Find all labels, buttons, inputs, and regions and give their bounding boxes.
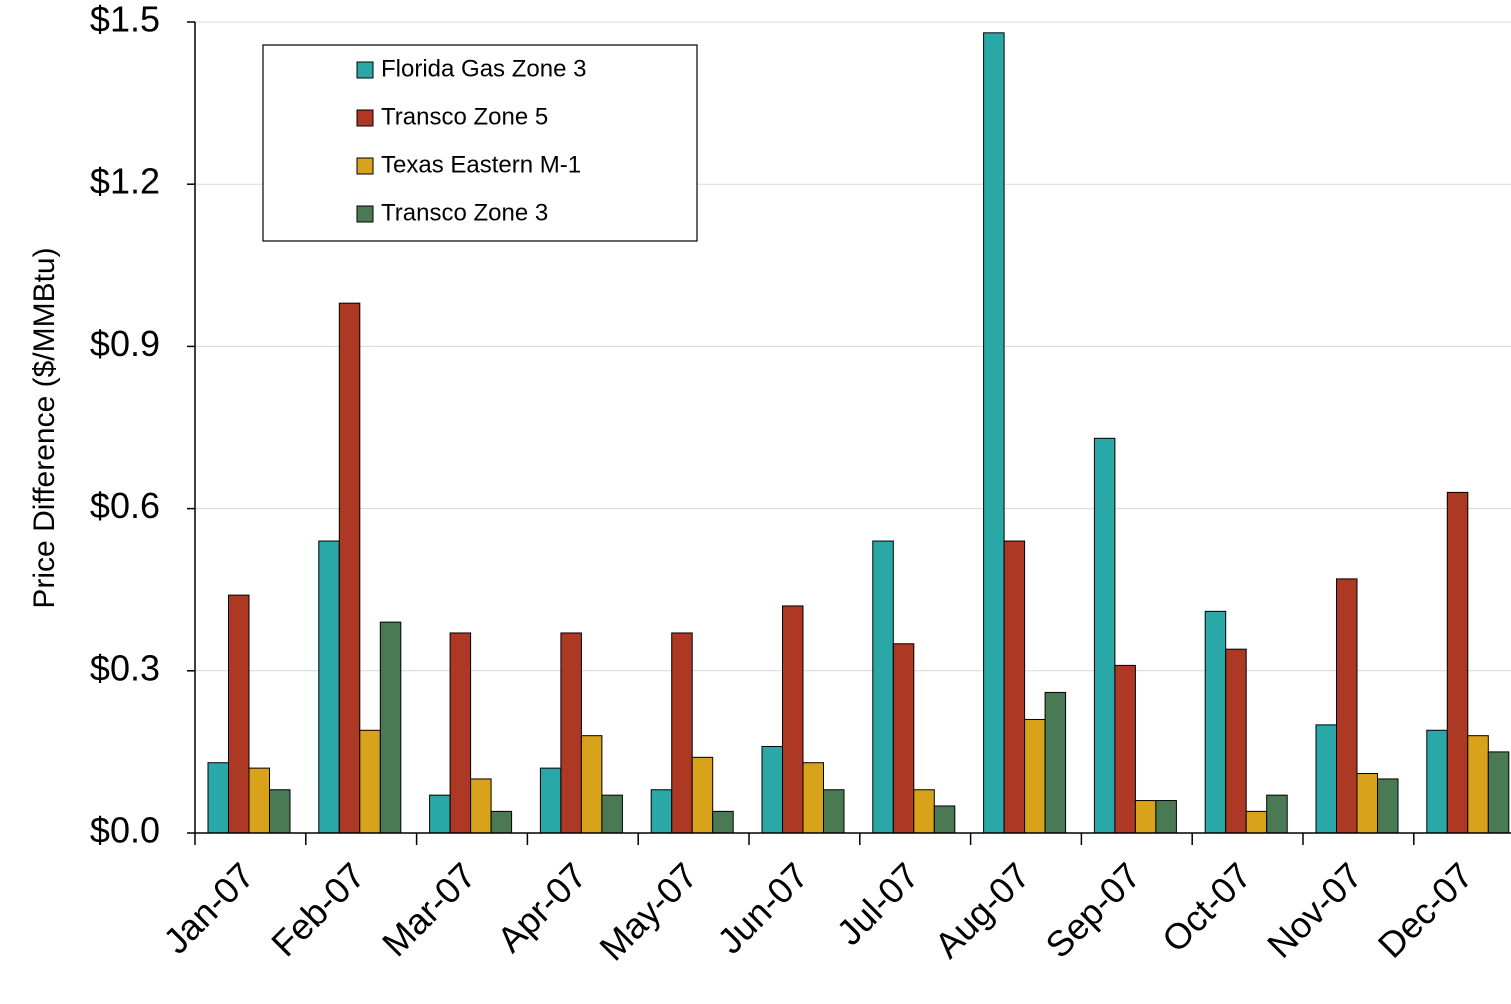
- bar-transco-zone-3-jun-07: [823, 789, 845, 834]
- y-tick-label: $0.6: [90, 485, 160, 526]
- bar-transco-zone-5-sep-07: [1114, 664, 1136, 834]
- x-tick-label: Sep-07: [1037, 855, 1148, 966]
- bar-florida-gas-zone-3-apr-07: [539, 767, 562, 834]
- bar-florida-gas-zone-3-may-07: [650, 789, 673, 834]
- bar-transco-zone-3-apr-07: [601, 794, 623, 834]
- bar-transco-zone-5-feb-07: [338, 302, 361, 834]
- bar-florida-gas-zone-3-jun-07: [761, 745, 783, 834]
- bar-texas-eastern-m-1-dec-07: [1467, 735, 1489, 834]
- y-tick-label: $1.2: [90, 161, 160, 202]
- bar-transco-zone-5-apr-07: [560, 632, 582, 834]
- bar-florida-gas-zone-3-aug-07: [983, 32, 1005, 834]
- bar-texas-eastern-m-1-sep-07: [1134, 800, 1157, 834]
- bar-florida-gas-zone-3-jul-07: [872, 540, 894, 834]
- bar-texas-eastern-m-1-jul-07: [913, 789, 935, 834]
- bar-transco-zone-5-mar-07: [449, 632, 472, 834]
- bar-florida-gas-zone-3-nov-07: [1315, 724, 1337, 834]
- bar-transco-zone-3-mar-07: [490, 810, 513, 834]
- bar-texas-eastern-m-1-apr-07: [580, 735, 603, 834]
- x-tick-label: Jun-07: [709, 855, 816, 962]
- bar-texas-eastern-m-1-oct-07: [1245, 810, 1268, 834]
- legend-swatch: [356, 157, 374, 175]
- legend-swatch: [356, 109, 374, 127]
- bar-transco-zone-3-jan-07: [269, 789, 291, 834]
- bar-florida-gas-zone-3-jan-07: [207, 762, 229, 834]
- bar-texas-eastern-m-1-nov-07: [1356, 773, 1378, 834]
- bar-transco-zone-3-oct-07: [1266, 794, 1288, 834]
- bar-florida-gas-zone-3-dec-07: [1426, 729, 1448, 834]
- bar-transco-zone-5-jan-07: [228, 594, 250, 834]
- axes: [187, 21, 1511, 845]
- y-tick-label: $0.9: [90, 323, 160, 364]
- x-tick-label: Apr-07: [489, 855, 594, 960]
- x-tick-label: Oct-07: [1154, 855, 1259, 960]
- x-tick-label: Jul-07: [829, 855, 927, 953]
- bar-transco-zone-5-dec-07: [1446, 491, 1469, 834]
- bar-texas-eastern-m-1-jun-07: [802, 762, 824, 834]
- bar-transco-zone-3-feb-07: [379, 621, 402, 834]
- bar-texas-eastern-m-1-aug-07: [1024, 718, 1046, 834]
- bar-transco-zone-3-may-07: [712, 810, 734, 834]
- bar-florida-gas-zone-3-feb-07: [318, 540, 340, 834]
- legend-label: Transco Zone 5: [381, 103, 548, 130]
- bar-transco-zone-5-jun-07: [782, 605, 804, 834]
- legend-label: Texas Eastern M-1: [381, 151, 581, 178]
- bar-transco-zone-5-jul-07: [892, 643, 915, 834]
- legend-label: Florida Gas Zone 3: [381, 55, 586, 82]
- bar-transco-zone-3-sep-07: [1155, 800, 1177, 834]
- bar-transco-zone-5-nov-07: [1336, 578, 1358, 834]
- bar-florida-gas-zone-3-oct-07: [1204, 610, 1227, 834]
- y-tick-labels: $0.0 $0.3 $0.6 $0.9 $1.2 $1.5: [90, 0, 160, 851]
- bar-transco-zone-3-dec-07: [1487, 751, 1510, 834]
- bar-transco-zone-3-jul-07: [933, 805, 956, 834]
- legend-swatch: [356, 205, 374, 223]
- y-tick-label: $0.0: [90, 810, 160, 851]
- bar-transco-zone-3-nov-07: [1377, 778, 1399, 834]
- y-axis-label: Price Difference ($/MMBtu): [28, 247, 61, 608]
- bar-texas-eastern-m-1-feb-07: [359, 729, 381, 834]
- bar-texas-eastern-m-1-jan-07: [248, 767, 270, 834]
- y-tick-label: $1.5: [90, 0, 160, 40]
- y-tick-label: $0.3: [90, 647, 160, 688]
- x-tick-label: May-07: [591, 855, 705, 969]
- bar-transco-zone-5-aug-07: [1003, 540, 1026, 834]
- bar-transco-zone-5-oct-07: [1225, 648, 1247, 834]
- bar-transco-zone-3-aug-07: [1044, 691, 1067, 834]
- legend-swatch: [356, 61, 374, 79]
- x-tick-label: Nov-07: [1259, 855, 1370, 966]
- x-tick-label: Dec-07: [1370, 855, 1481, 966]
- x-tick-label: Mar-07: [374, 855, 484, 965]
- bar-texas-eastern-m-1-mar-07: [470, 778, 492, 834]
- bar-texas-eastern-m-1-may-07: [691, 756, 714, 834]
- bar-transco-zone-5-may-07: [671, 632, 693, 834]
- x-tick-label: Feb-07: [263, 855, 373, 965]
- legend-box: [262, 44, 698, 242]
- legend: Florida Gas Zone 3 Transco Zone 5 Texas Ea…: [262, 44, 698, 242]
- x-tick-label: Aug-07: [927, 855, 1038, 966]
- x-tick-label: Jan-07: [155, 855, 262, 962]
- bar-florida-gas-zone-3-sep-07: [1093, 437, 1116, 834]
- legend-label: Transco Zone 3: [381, 199, 548, 226]
- bar-florida-gas-zone-3-mar-07: [429, 794, 451, 834]
